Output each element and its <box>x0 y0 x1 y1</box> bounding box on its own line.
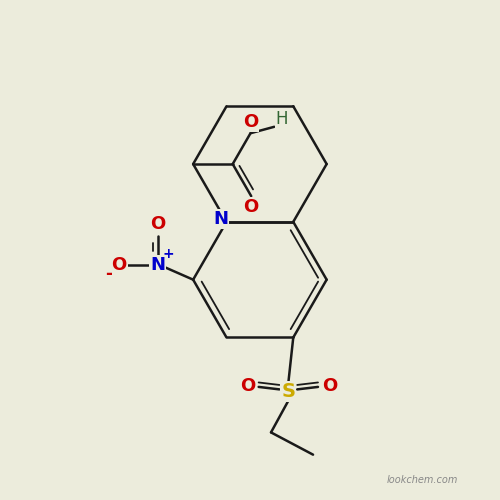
Text: +: + <box>162 247 174 261</box>
Text: O: O <box>112 256 126 274</box>
Text: N: N <box>150 256 165 274</box>
Text: N: N <box>213 210 228 228</box>
Text: O: O <box>322 377 337 395</box>
Text: -: - <box>104 264 112 282</box>
Text: O: O <box>243 114 258 132</box>
Text: O: O <box>244 198 259 216</box>
Text: O: O <box>150 216 165 234</box>
Text: lookchem.com: lookchem.com <box>386 475 458 485</box>
Text: S: S <box>282 382 296 402</box>
Text: H: H <box>276 110 288 128</box>
Text: O: O <box>240 377 255 395</box>
